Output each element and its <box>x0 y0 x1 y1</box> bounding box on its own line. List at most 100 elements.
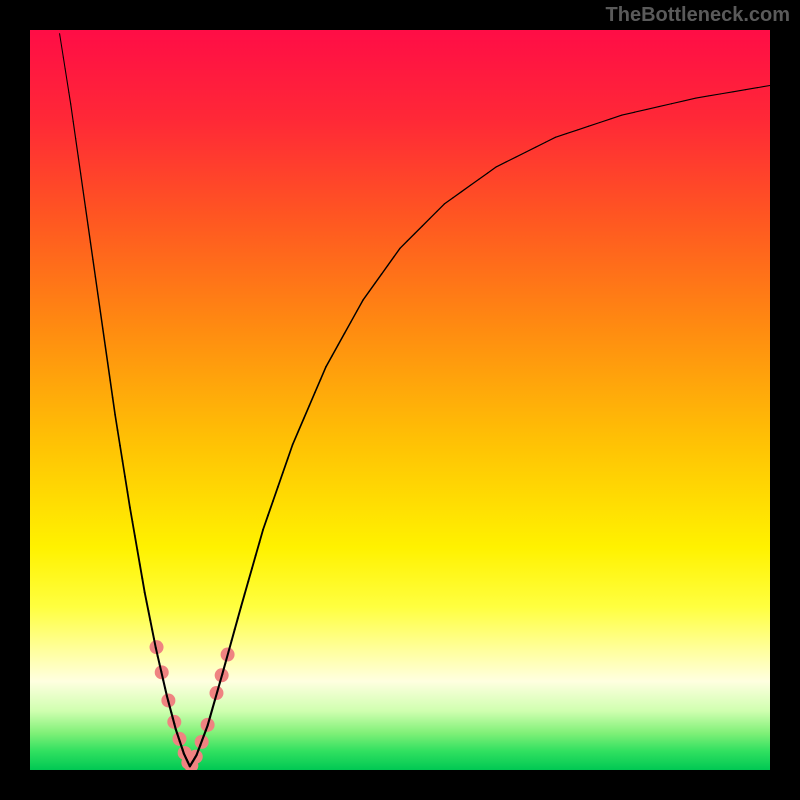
curve-segment <box>278 473 283 487</box>
curve-segment <box>103 328 105 345</box>
curve-segment <box>86 208 88 225</box>
curve-segment <box>326 356 332 367</box>
curve-segment <box>148 611 150 620</box>
curve-segment <box>470 179 479 185</box>
curve-segment <box>65 69 67 81</box>
curve-segment <box>659 104 671 107</box>
curve-segment <box>81 173 83 190</box>
curve-segment <box>115 415 117 430</box>
curve-segment <box>73 121 75 138</box>
curve-segment <box>567 130 578 134</box>
watermark-text: TheBottleneck.com <box>606 4 790 27</box>
curve-segment <box>248 568 252 581</box>
curve-segment <box>113 398 115 415</box>
curve-segment <box>105 346 107 363</box>
curve-segment <box>555 134 566 138</box>
curve-segment <box>108 363 110 380</box>
bottleneck-curve-chart <box>30 30 770 770</box>
curve-segment <box>235 618 238 629</box>
curve-segment <box>61 45 63 57</box>
curve-segment <box>98 294 100 311</box>
curve-segment <box>83 190 85 207</box>
chart-container: TheBottleneck.com <box>0 0 800 800</box>
curve-segment <box>268 501 273 515</box>
curve-segment <box>158 656 160 664</box>
curve-segment <box>100 311 102 328</box>
curve-segment <box>382 266 388 275</box>
curve-segment <box>232 629 235 640</box>
curve-segment <box>407 234 414 241</box>
curve-segment <box>163 680 165 688</box>
curve-segment <box>345 322 351 333</box>
curve-segment <box>696 96 708 98</box>
curve-segment <box>309 393 315 406</box>
curve-segment <box>536 142 546 147</box>
curve-segment <box>462 185 471 191</box>
curve-segment <box>578 126 589 130</box>
curve-segment <box>684 98 696 101</box>
curve-segment <box>71 104 73 121</box>
curve-segment <box>127 492 129 507</box>
curve-segment <box>437 204 444 211</box>
curve-segment <box>150 620 152 629</box>
curve-segment <box>118 430 120 445</box>
curve-segment <box>283 459 288 473</box>
curve-segment <box>210 708 212 717</box>
curve-segment <box>315 380 321 393</box>
curve-segment <box>259 530 263 543</box>
curve-segment <box>496 162 506 167</box>
curve-segment <box>546 137 556 142</box>
curve-segment <box>589 123 600 127</box>
curve-segment <box>622 112 634 115</box>
curve-segment <box>93 259 95 276</box>
curve-segment <box>671 101 683 104</box>
curve-segment <box>147 602 149 611</box>
curve-segment <box>241 594 245 607</box>
curve-segment <box>88 225 90 242</box>
curve-segment <box>506 157 516 162</box>
curve-segment <box>422 219 429 226</box>
curve-segment <box>78 156 80 173</box>
curve-segment <box>721 92 733 94</box>
curve-segment <box>245 581 249 594</box>
curve-segment <box>273 487 278 501</box>
curve-segment <box>388 257 394 266</box>
curve-segment <box>516 152 526 157</box>
curve-segment <box>142 578 144 592</box>
curve-segment <box>453 192 462 198</box>
curve-segment <box>304 406 310 419</box>
curve-segment <box>213 700 215 709</box>
curve-segment <box>400 241 407 248</box>
curve-segment <box>69 92 71 104</box>
curve-segment <box>293 431 299 444</box>
curve-segment <box>363 291 369 300</box>
curve-segment <box>137 550 139 564</box>
curve-segment <box>140 564 142 578</box>
curve-segment <box>256 542 260 555</box>
curve-segment <box>238 607 241 618</box>
curve-segment <box>444 198 453 204</box>
curve-segment <box>634 109 646 112</box>
curve-segment <box>95 277 97 294</box>
curve-segment <box>130 507 132 521</box>
curve-segment <box>263 515 268 529</box>
curve-segment <box>110 380 112 397</box>
curve-segment <box>152 629 154 638</box>
curve-segment <box>357 300 363 311</box>
curve-segment <box>611 115 622 119</box>
curve-segment <box>375 274 381 283</box>
curve-segment <box>320 367 326 380</box>
curve-segment <box>600 119 611 123</box>
curve-segment <box>67 81 69 93</box>
curve-segment <box>479 173 488 179</box>
curve-segment <box>288 444 293 458</box>
curve-segment <box>123 461 125 476</box>
curve-segment <box>708 94 720 96</box>
curve-segment <box>369 283 375 292</box>
curve-segment <box>526 147 536 152</box>
curve-segment <box>758 86 770 88</box>
curve-segment <box>415 226 422 233</box>
curve-segment <box>135 536 137 550</box>
curve-segment <box>332 345 338 356</box>
curve-segment <box>63 57 65 69</box>
